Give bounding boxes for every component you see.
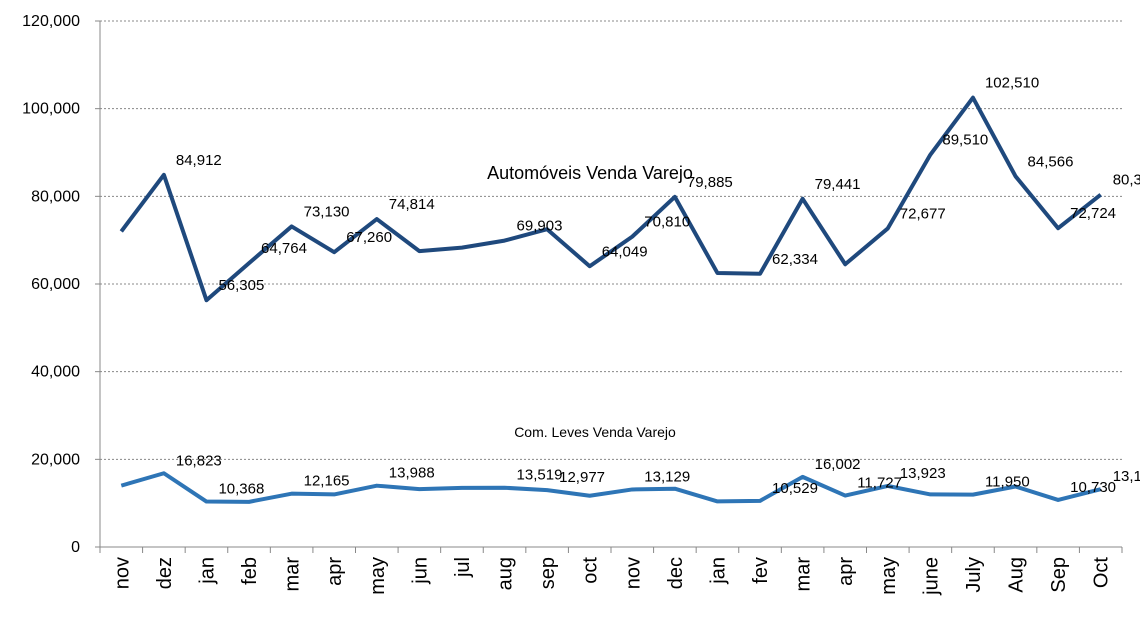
x-tick-label: dec bbox=[665, 557, 687, 589]
data-label: 11,727 bbox=[857, 475, 902, 492]
data-label: 10,368 bbox=[218, 481, 264, 498]
data-label: 10,730 bbox=[1070, 479, 1116, 496]
data-label: 73,130 bbox=[304, 203, 350, 220]
x-tick-label: june bbox=[920, 557, 942, 596]
x-tick-label: jan bbox=[707, 557, 729, 585]
series-label: Com. Leves Venda Varejo bbox=[514, 424, 676, 440]
data-label: 102,510 bbox=[985, 75, 1039, 92]
y-tick-label: 120,000 bbox=[22, 13, 80, 30]
x-tick-label: Sep bbox=[1048, 557, 1070, 593]
data-label: 13,923 bbox=[900, 465, 946, 482]
data-label: 13,182 bbox=[1113, 468, 1140, 485]
data-label: 74,814 bbox=[389, 196, 435, 213]
x-tick-label: jan bbox=[196, 557, 218, 585]
data-label: 13,129 bbox=[644, 468, 690, 485]
data-label: 79,441 bbox=[815, 176, 861, 193]
data-label: 62,334 bbox=[772, 251, 818, 268]
x-tick-label: mar bbox=[282, 557, 304, 592]
data-label: 72,724 bbox=[1070, 205, 1116, 222]
x-tick-label: aug bbox=[495, 557, 517, 590]
data-label: 69,903 bbox=[517, 218, 563, 235]
data-label: 79,885 bbox=[687, 174, 733, 191]
data-label: 56,305 bbox=[218, 277, 264, 294]
y-tick-label: 0 bbox=[71, 539, 80, 556]
x-tick-label: may bbox=[878, 557, 900, 595]
data-label: 64,764 bbox=[261, 240, 307, 257]
data-label: 64,049 bbox=[602, 243, 648, 260]
data-label: 13,988 bbox=[389, 465, 435, 482]
x-tick-label: oct bbox=[580, 557, 602, 584]
x-tick-label: Aug bbox=[1006, 557, 1028, 593]
data-label: 72,677 bbox=[900, 205, 946, 222]
data-label: 12,977 bbox=[559, 469, 605, 486]
x-tick-label: Oct bbox=[1091, 557, 1113, 589]
x-tick-label: feb bbox=[239, 557, 261, 585]
series-line bbox=[119, 95, 1102, 303]
x-tick-label: July bbox=[963, 557, 985, 593]
y-tick-label: 40,000 bbox=[31, 364, 80, 381]
data-label: 16,002 bbox=[815, 456, 861, 473]
x-tick-label: nov bbox=[622, 557, 644, 589]
data-label: 12,165 bbox=[304, 473, 350, 490]
y-tick-label: 100,000 bbox=[22, 101, 80, 118]
x-tick-label: apr bbox=[324, 557, 346, 586]
x-tick-label: sep bbox=[537, 557, 559, 589]
series-line bbox=[120, 471, 1102, 504]
y-tick-label: 20,000 bbox=[31, 451, 80, 468]
data-label: 67,260 bbox=[346, 229, 392, 246]
x-tick-label: jun bbox=[409, 557, 431, 585]
data-label: 70,810 bbox=[644, 214, 690, 231]
series-label: Automóveis Venda Varejo bbox=[487, 163, 693, 183]
data-label: 11,950 bbox=[985, 474, 1030, 491]
data-label: 16,823 bbox=[176, 452, 222, 469]
data-label: 84,566 bbox=[1028, 153, 1074, 170]
data-label: 13,519 bbox=[517, 467, 563, 484]
x-tick-label: jul bbox=[452, 557, 474, 578]
x-tick-label: fev bbox=[750, 557, 772, 584]
y-tick-label: 80,000 bbox=[31, 188, 80, 205]
x-tick-label: may bbox=[367, 557, 389, 595]
data-label: 10,529 bbox=[772, 480, 818, 497]
x-tick-label: dez bbox=[154, 557, 176, 589]
data-label: 80,376 bbox=[1113, 172, 1140, 189]
x-tick-label: nov bbox=[111, 557, 133, 589]
data-label: 84,912 bbox=[176, 152, 222, 169]
data-label: 89,510 bbox=[942, 132, 988, 149]
x-tick-label: apr bbox=[835, 557, 857, 586]
y-tick-label: 60,000 bbox=[31, 276, 80, 293]
x-tick-label: mar bbox=[793, 557, 815, 592]
